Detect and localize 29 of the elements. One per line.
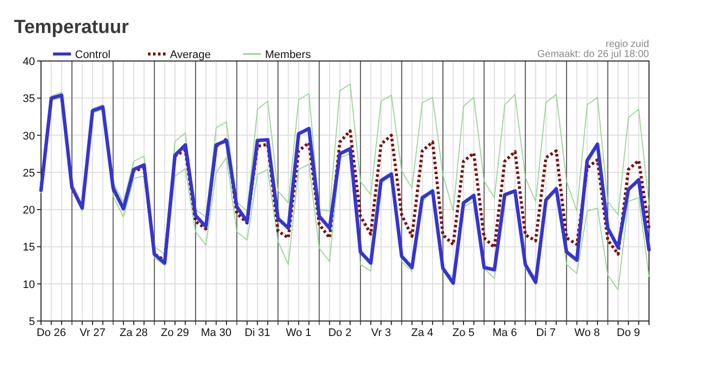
y-tick-label: 35: [22, 93, 35, 106]
y-tick-label: 15: [22, 242, 35, 254]
x-tick-label: Ma 30: [200, 327, 232, 339]
x-tick-label: Wo 1: [286, 327, 312, 339]
x-tick-label: Vr 3: [371, 327, 391, 339]
x-tick-label: Za 28: [120, 327, 148, 339]
x-tick-label: Zo 29: [160, 327, 190, 339]
chart-title: Temperatuur: [14, 17, 130, 38]
y-tick-label: 20: [22, 204, 35, 217]
x-tick-label: Wo 8: [574, 327, 600, 339]
x-tick-label: Di 7: [536, 327, 556, 339]
y-tick-label: 40: [22, 56, 35, 68]
legend-label: Control: [75, 49, 110, 61]
x-tick-label: Vr 27: [80, 327, 106, 339]
y-tick-label: 10: [22, 278, 35, 291]
y-tick-label: 5: [28, 316, 35, 328]
x-tick-label: Do 9: [616, 327, 640, 339]
y-tick-label: 25: [22, 167, 35, 180]
x-tick-label: Ma 6: [492, 327, 517, 339]
y-tick-label: 30: [22, 130, 35, 142]
x-tick-label: Do 2: [328, 327, 352, 339]
text: Gemaakt: do 26 jul 18:00: [537, 49, 650, 60]
x-tick-label: Za 4: [411, 327, 434, 339]
legend-label: Members: [265, 49, 312, 61]
x-tick-label: Do 26: [36, 327, 66, 339]
legend-label: Average: [170, 49, 211, 61]
text: regio zuid: [606, 39, 649, 50]
x-tick-label: Di 31: [244, 327, 270, 339]
x-tick-label: Zo 5: [452, 327, 475, 339]
